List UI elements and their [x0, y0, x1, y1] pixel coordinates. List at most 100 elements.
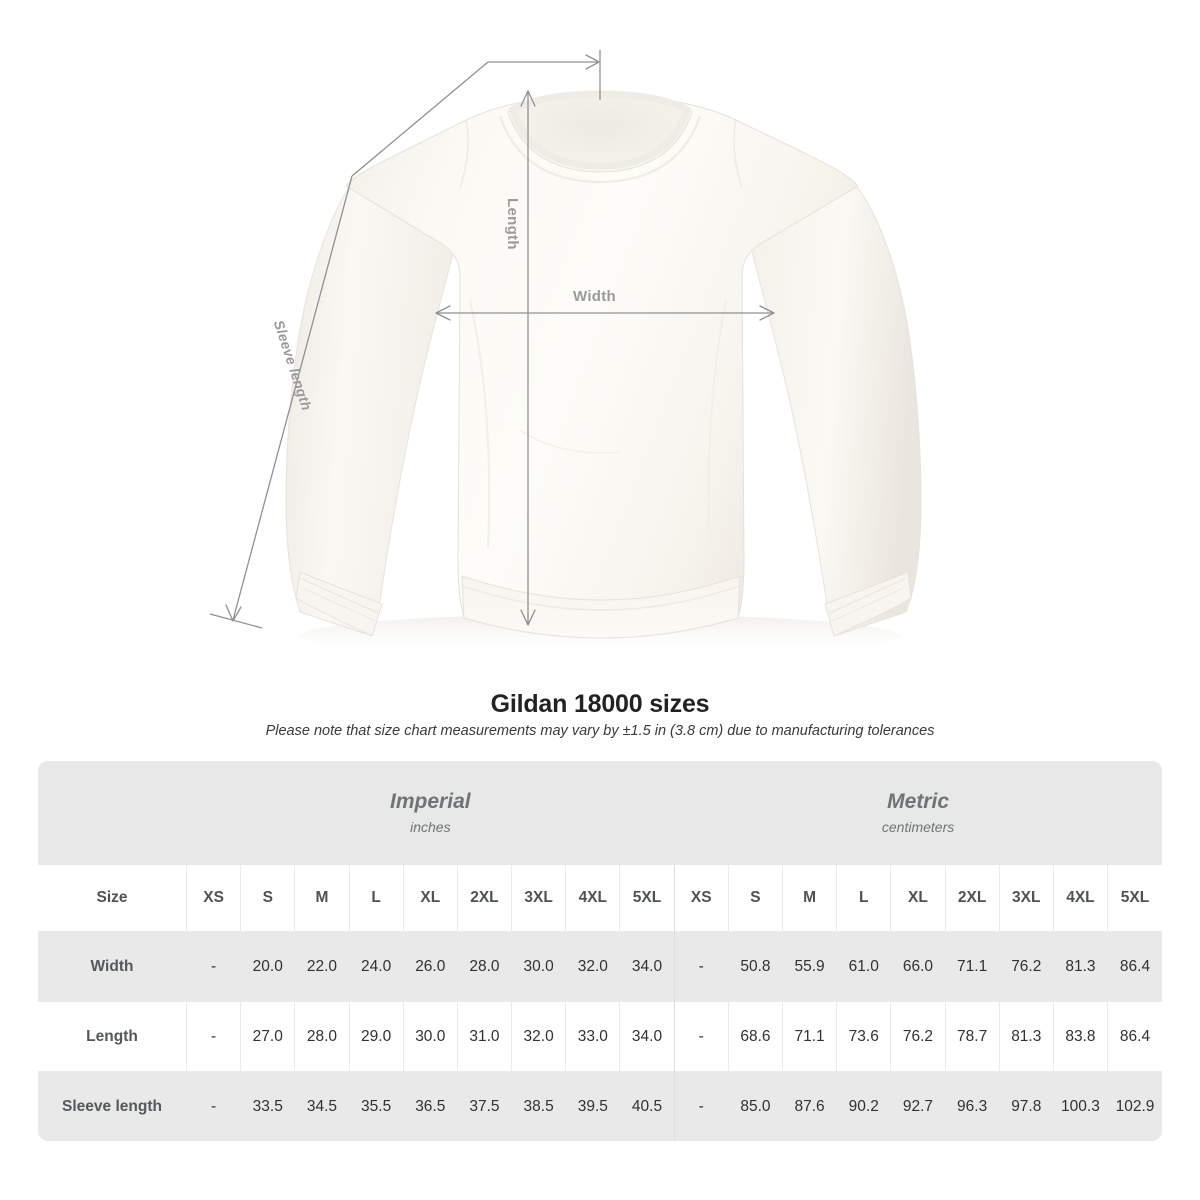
table-row: Length -27.0 28.0 29.0 30.0 31.0 32.0 33.0 34.0-…: [38, 1001, 1162, 1072]
cell-sleeve-length-imperial-s: 33.5: [240, 1071, 295, 1141]
size-header-metric-5xl: 5XL: [1107, 865, 1162, 932]
cell-length-metric-m: 71.1: [781, 1001, 837, 1072]
cell-width-metric-xl: 66.0: [890, 931, 946, 1002]
collar-seam: [498, 115, 702, 184]
size-header-imperial-4xl: 4XL: [565, 865, 620, 932]
cell-sleeve-length-metric-xl: 92.7: [890, 1071, 946, 1141]
cell-length-metric-s: 68.6: [727, 1001, 783, 1072]
size-header-imperial-xs: XS: [185, 865, 241, 932]
length-dimension-label: Length: [504, 198, 521, 250]
cell-sleeve-length-imperial-m: 34.5: [294, 1071, 350, 1141]
cell-sleeve-length-imperial-2xl: 37.5: [456, 1071, 512, 1141]
size-header-metric-xs: XS: [673, 865, 729, 932]
size-chart-table: Imperial inches Metric centimeters Size …: [38, 761, 1162, 1141]
cell-length-imperial-2xl: 31.0: [456, 1001, 512, 1072]
cell-width-metric-l: 61.0: [836, 931, 891, 1002]
cell-length-metric-2xl: 78.7: [944, 1001, 1000, 1072]
size-table-body: Width -20.0 22.0 24.0 26.0 28.0 30.0 32.0 34.0-5…: [38, 931, 1162, 1141]
right-cuff: [824, 571, 912, 637]
cell-width-imperial-4xl: 32.0: [565, 931, 620, 1002]
size-header-imperial-5xl: 5XL: [619, 865, 675, 932]
cell-width-imperial-5xl: 34.0: [619, 931, 675, 1002]
size-header-imperial-m: M: [294, 865, 350, 932]
cell-sleeve-length-metric-4xl: 100.3: [1052, 1071, 1108, 1141]
cell-length-metric-3xl: 81.3: [998, 1001, 1054, 1072]
size-header-imperial-xl: XL: [402, 865, 458, 932]
cell-length-metric-5xl: 86.4: [1107, 1001, 1162, 1072]
size-header-metric-s: S: [727, 865, 783, 932]
cell-sleeve-length-metric-5xl: 102.9: [1107, 1071, 1162, 1141]
unit-header-row: Imperial inches Metric centimeters: [38, 761, 1162, 865]
cell-length-imperial-5xl: 34.0: [619, 1001, 675, 1072]
row-label-length: Length: [38, 1001, 187, 1072]
size-header-imperial-s: S: [240, 865, 295, 932]
cell-sleeve-length-metric-l: 90.2: [836, 1071, 891, 1141]
cell-width-imperial-xl: 26.0: [402, 931, 458, 1002]
cell-sleeve-length-metric-xs: -: [673, 1071, 729, 1141]
table-row: Sleeve length -33.5 34.5 35.5 36.5 37.5 38.5 39…: [38, 1071, 1162, 1141]
size-header-imperial-3xl: 3XL: [511, 865, 566, 932]
cell-length-imperial-s: 27.0: [240, 1001, 295, 1072]
cell-width-metric-3xl: 76.2: [998, 931, 1054, 1002]
right-sleeve: [745, 185, 922, 637]
tolerance-note: Please note that size chart measurements…: [265, 723, 935, 739]
unit-name-metric: Metric: [887, 790, 949, 814]
cell-sleeve-length-metric-m: 87.6: [781, 1071, 837, 1141]
cell-length-imperial-3xl: 32.0: [511, 1001, 566, 1072]
size-header-row: Size XS S M L XL 2XL 3XL 4XL 5XL XS S M L XL 2XL 3XL 4XL…: [38, 865, 1162, 932]
cell-length-imperial-4xl: 33.0: [565, 1001, 620, 1072]
size-header-imperial-2xl: 2XL: [456, 865, 512, 932]
cell-sleeve-length-imperial-5xl: 40.5: [619, 1071, 675, 1141]
left-cuff: [295, 571, 383, 637]
size-header-metric-m: M: [781, 865, 837, 932]
row-label-width: Width: [38, 931, 187, 1002]
cell-length-imperial-xl: 30.0: [402, 1001, 458, 1072]
cell-sleeve-length-metric-3xl: 97.8: [998, 1071, 1054, 1141]
size-header-metric-3xl: 3XL: [998, 865, 1054, 932]
cell-width-metric-2xl: 71.1: [944, 931, 1000, 1002]
width-dimension-label: Width: [573, 288, 617, 305]
unit-sub-metric: centimeters: [881, 818, 955, 835]
cell-width-imperial-xs: -: [185, 931, 241, 1002]
size-header-metric-2xl: 2XL: [944, 865, 1000, 932]
unit-header-imperial: Imperial inches: [186, 761, 675, 865]
cell-length-imperial-xs: -: [185, 1001, 241, 1072]
size-column-header: Size: [38, 865, 187, 932]
cell-sleeve-length-imperial-xs: -: [185, 1071, 241, 1141]
cell-sleeve-length-imperial-l: 35.5: [348, 1071, 404, 1141]
measurement-annotations: [209, 50, 775, 629]
unit-name-imperial: Imperial: [390, 790, 471, 814]
cell-width-metric-5xl: 86.4: [1107, 931, 1162, 1002]
left-sleeve: [285, 182, 461, 637]
cell-length-metric-4xl: 83.8: [1052, 1001, 1108, 1072]
cell-sleeve-length-imperial-4xl: 39.5: [565, 1071, 620, 1141]
cell-length-imperial-m: 28.0: [294, 1001, 350, 1072]
cell-sleeve-length-imperial-xl: 36.5: [402, 1071, 458, 1141]
cell-length-imperial-l: 29.0: [348, 1001, 404, 1072]
cell-width-imperial-3xl: 30.0: [511, 931, 566, 1002]
cell-length-metric-xs: -: [673, 1001, 729, 1072]
cell-width-metric-xs: -: [673, 931, 729, 1002]
size-header-imperial-l: L: [348, 865, 404, 932]
cell-sleeve-length-metric-s: 85.0: [727, 1071, 783, 1141]
garment-illustration: Width Length Sleeve length: [209, 50, 922, 658]
chart-heading: Gildan 18000 sizes Please note that size…: [0, 690, 1200, 739]
cell-length-metric-xl: 76.2: [890, 1001, 946, 1072]
table-row: Width -20.0 22.0 24.0 26.0 28.0 30.0 32.0 34.0-5…: [38, 931, 1162, 1002]
unit-sub-imperial: inches: [410, 818, 451, 835]
size-header-metric-l: L: [836, 865, 891, 932]
cell-width-imperial-m: 22.0: [294, 931, 350, 1002]
cell-width-metric-s: 50.8: [727, 931, 783, 1002]
size-chart-table-container: Imperial inches Metric centimeters Size …: [38, 761, 1162, 1141]
cell-width-metric-m: 55.9: [781, 931, 837, 1002]
sleeve-measure-line: [209, 50, 601, 629]
unit-header-metric: Metric centimeters: [674, 761, 1162, 865]
size-table-head: Imperial inches Metric centimeters Size …: [38, 761, 1162, 932]
cell-width-imperial-l: 24.0: [348, 931, 404, 1002]
cell-width-imperial-2xl: 28.0: [456, 931, 512, 1002]
width-measure-line: [435, 305, 775, 321]
cell-width-metric-4xl: 81.3: [1052, 931, 1108, 1002]
size-header-metric-xl: XL: [890, 865, 946, 932]
page-title: Gildan 18000 sizes: [490, 690, 710, 718]
row-label-sleeve-length: Sleeve length: [38, 1071, 187, 1141]
